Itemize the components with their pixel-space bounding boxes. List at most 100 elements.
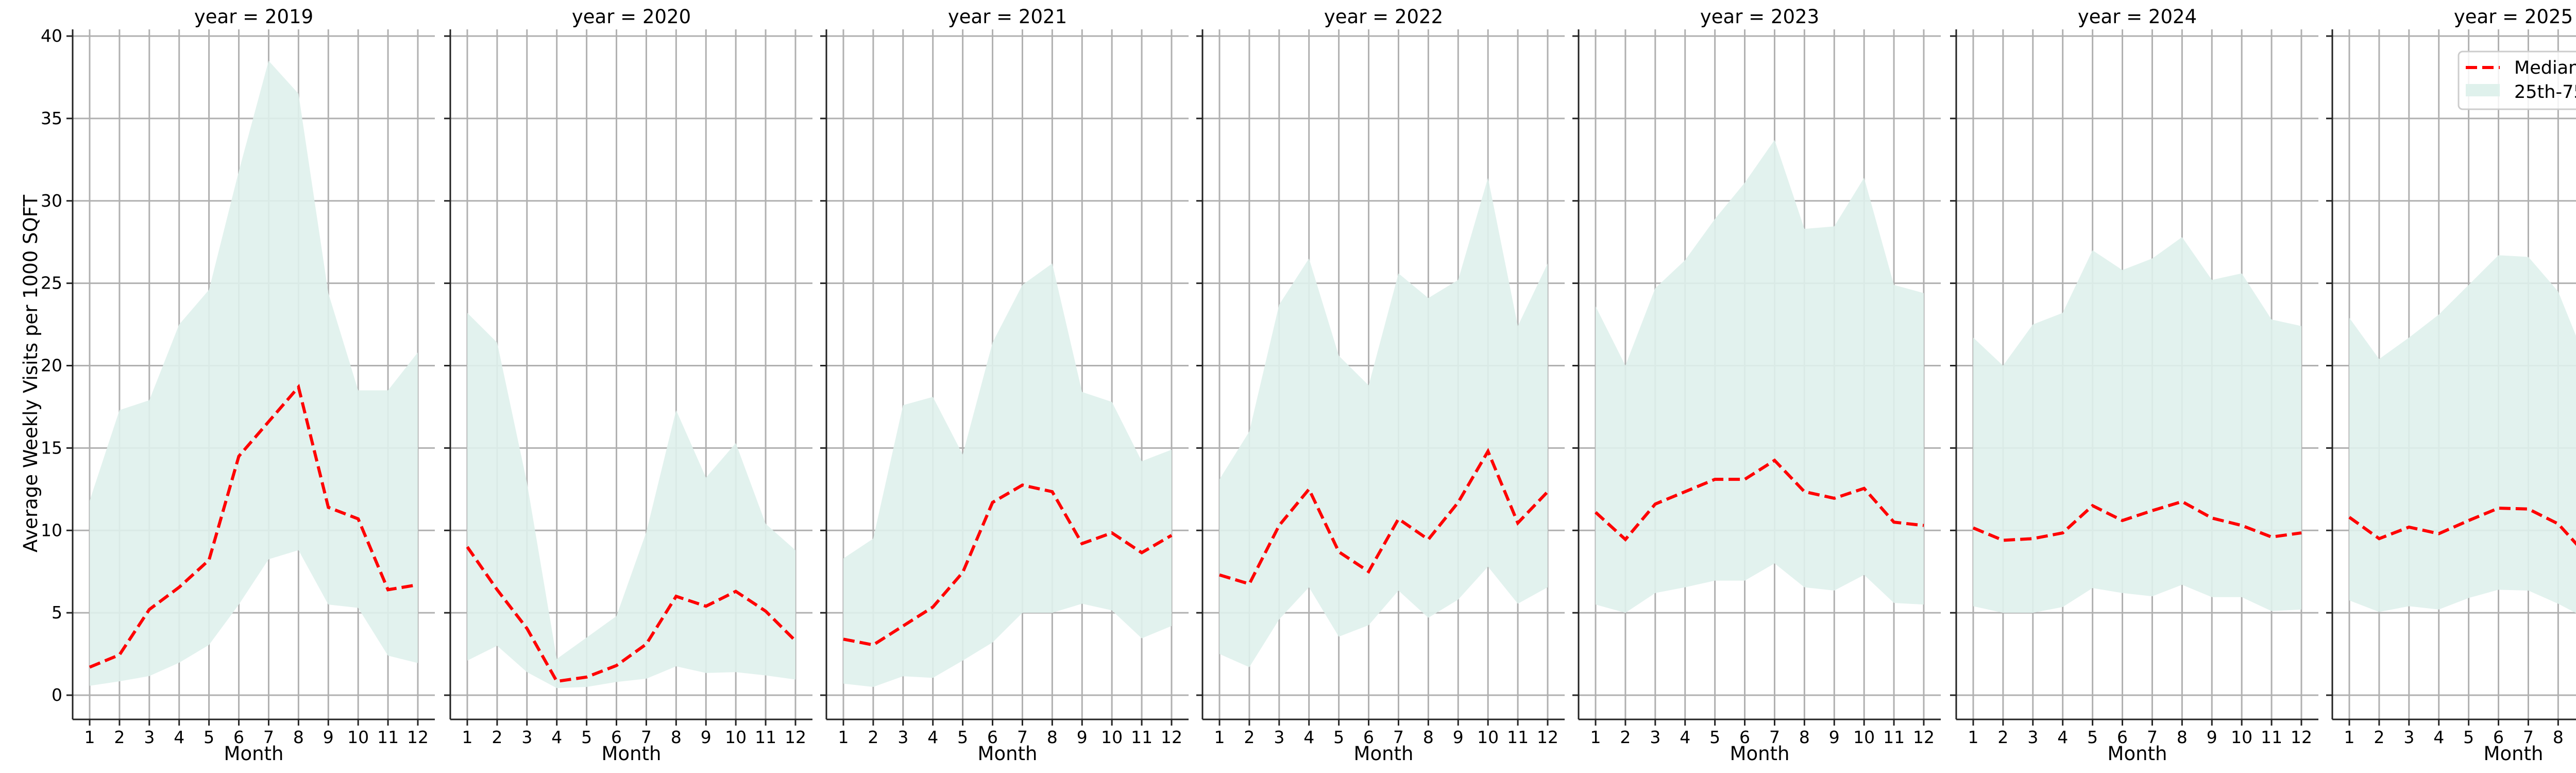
median-line xyxy=(1219,448,1549,586)
y-tick-label: 40 xyxy=(41,26,62,46)
x-axis-label: Month xyxy=(1730,743,1790,765)
percentile-band xyxy=(90,60,418,686)
x-tick-label: 7 xyxy=(263,727,274,747)
x-tick-label: 7 xyxy=(1393,727,1404,747)
y-tick-label: 30 xyxy=(41,191,62,211)
x-tick-label: 4 xyxy=(1680,727,1690,747)
y-tick-label: 5 xyxy=(52,602,62,623)
y-tick-label: 20 xyxy=(41,356,62,376)
x-tick-label: 8 xyxy=(671,727,682,747)
x-tick-label: 7 xyxy=(2523,727,2534,747)
x-tick-label: 5 xyxy=(581,727,592,747)
median-line xyxy=(1972,500,2302,542)
x-tick-label: 12 xyxy=(1913,727,1935,747)
x-axis-label: Month xyxy=(2108,743,2167,765)
x-tick-label: 1 xyxy=(2344,727,2355,747)
facet-title: year = 2019 xyxy=(194,6,313,28)
x-tick-label: 8 xyxy=(2553,727,2564,747)
x-tick-label: 7 xyxy=(1017,727,1028,747)
x-tick-label: 6 xyxy=(1739,727,1750,747)
x-axis-label: Month xyxy=(1354,743,1414,765)
x-tick-label: 6 xyxy=(611,727,622,747)
x-tick-label: 6 xyxy=(233,727,244,747)
facet-title: year = 2020 xyxy=(572,6,691,28)
x-tick-label: 4 xyxy=(927,727,938,747)
median-line xyxy=(843,483,1173,647)
x-tick-label: 9 xyxy=(1829,727,1840,747)
y-tick-label: 35 xyxy=(41,108,62,128)
x-axis-label: Month xyxy=(602,743,662,765)
x-tick-label: 6 xyxy=(1363,727,1374,747)
x-tick-label: 10 xyxy=(1101,727,1123,747)
percentile-band xyxy=(1219,177,1548,667)
median-line xyxy=(89,383,418,669)
x-axis-label: Month xyxy=(224,743,284,765)
x-tick-label: 9 xyxy=(323,727,334,747)
x-tick-label: 4 xyxy=(1303,727,1314,747)
x-tick-label: 5 xyxy=(1333,727,1344,747)
x-tick-label: 8 xyxy=(1799,727,1810,747)
x-tick-label: 1 xyxy=(1590,727,1601,747)
percentile-band xyxy=(2349,255,2576,613)
x-tick-label: 10 xyxy=(1853,727,1875,747)
x-tick-label: 5 xyxy=(957,727,968,747)
x-tick-label: 3 xyxy=(1274,727,1284,747)
legend: Median 25th-75th Percentile xyxy=(2458,51,2576,110)
x-tick-label: 7 xyxy=(2147,727,2158,747)
x-tick-label: 2 xyxy=(114,727,125,747)
x-tick-label: 12 xyxy=(407,727,429,747)
x-axis-label: Month xyxy=(2484,743,2544,765)
x-tick-label: 3 xyxy=(144,727,155,747)
x-tick-label: 8 xyxy=(2177,727,2188,747)
x-tick-label: 3 xyxy=(2403,727,2414,747)
x-tick-label: 9 xyxy=(701,727,711,747)
x-tick-label: 3 xyxy=(897,727,908,747)
x-tick-label: 11 xyxy=(1883,727,1905,747)
x-axis-label: Month xyxy=(978,743,1038,765)
x-tick-label: 12 xyxy=(785,727,806,747)
x-tick-label: 2 xyxy=(492,727,502,747)
x-tick-label: 5 xyxy=(2087,727,2098,747)
percentile-band xyxy=(1596,140,1924,613)
x-tick-label: 9 xyxy=(1077,727,1088,747)
x-tick-label: 10 xyxy=(347,727,369,747)
x-tick-label: 2 xyxy=(1244,727,1255,747)
y-tick-label: 0 xyxy=(52,685,62,705)
x-tick-label: 5 xyxy=(2463,727,2474,747)
facet-title: year = 2024 xyxy=(2078,6,2197,28)
x-tick-label: 11 xyxy=(377,727,399,747)
facet-title: year = 2022 xyxy=(1324,6,1443,28)
x-tick-label: 10 xyxy=(2231,727,2252,747)
x-tick-label: 4 xyxy=(174,727,184,747)
x-tick-label: 6 xyxy=(987,727,998,747)
x-tick-label: 11 xyxy=(1507,727,1529,747)
x-tick-label: 7 xyxy=(1769,727,1780,747)
percentile-band xyxy=(843,263,1172,687)
x-tick-label: 2 xyxy=(868,727,878,747)
median-line xyxy=(1594,458,1924,542)
x-tick-label: 10 xyxy=(725,727,747,747)
x-tick-label: 12 xyxy=(1161,727,1182,747)
legend-band-swatch xyxy=(2466,84,2500,96)
x-tick-label: 4 xyxy=(551,727,562,747)
x-tick-label: 2 xyxy=(1997,727,2008,747)
x-tick-label: 9 xyxy=(2207,727,2217,747)
x-tick-label: 3 xyxy=(521,727,532,747)
y-tick-label: 15 xyxy=(41,438,62,458)
x-tick-label: 1 xyxy=(84,727,95,747)
x-tick-label: 9 xyxy=(1453,727,1464,747)
x-tick-label: 11 xyxy=(1131,727,1153,747)
percentile-band xyxy=(1973,237,2301,613)
x-tick-label: 6 xyxy=(2493,727,2504,747)
legend-median-label: Median xyxy=(2514,58,2576,78)
legend-band-label: 25th-75th Percentile xyxy=(2514,82,2576,103)
x-tick-label: 8 xyxy=(1047,727,1058,747)
median-line xyxy=(466,546,797,683)
